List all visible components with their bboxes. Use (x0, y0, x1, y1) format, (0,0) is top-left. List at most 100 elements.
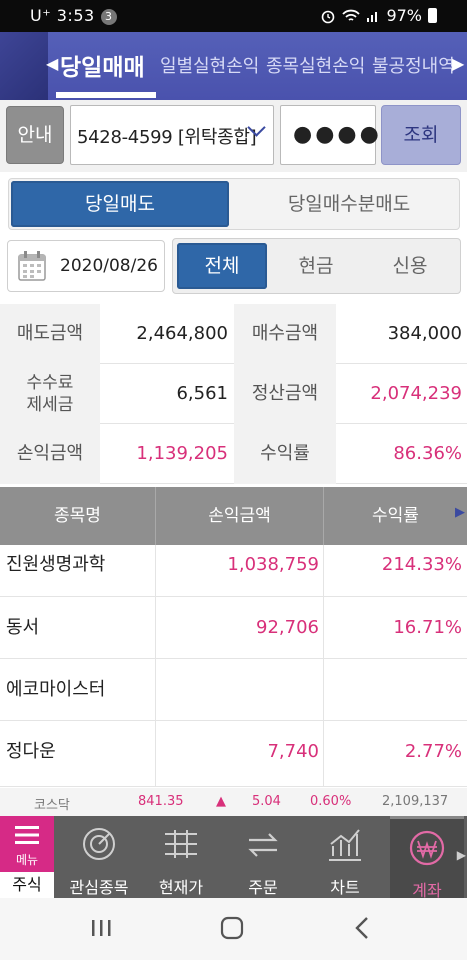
battery-percent: 97% (386, 6, 422, 25)
tab-stock-realized-pl[interactable]: 종목실현손익 (266, 56, 366, 77)
nav-right-arrow-icon[interactable]: ▶ (452, 54, 465, 73)
ticker-volume: 2,109,137 (382, 794, 449, 809)
date-picker[interactable]: 2020/08/26 (7, 240, 165, 292)
ticker-change-pct: 0.60% (310, 794, 352, 809)
stock-pl: 7,740 (267, 741, 319, 762)
clock: 3:53 (56, 6, 95, 25)
settlement-label: 정산금액 (234, 364, 336, 424)
tab-label: 차트 (330, 878, 360, 897)
tab-watchlist[interactable]: 관심종목 (66, 816, 132, 898)
table-row[interactable]: 정다운 7,740 2.77% (0, 721, 467, 787)
stock-pl: 92,706 (256, 617, 319, 638)
fee-tax-value: 6,561 (176, 383, 228, 404)
return-rate-value: 86.36% (393, 443, 462, 464)
tab-unfair-trading[interactable]: 불공정내역 (372, 56, 455, 77)
signal-icon (367, 11, 378, 22)
back-icon[interactable] (354, 916, 370, 940)
tabbar-more-icon[interactable]: ▶ (456, 848, 466, 862)
nav-corner-decoration (0, 32, 48, 100)
table-row[interactable]: 진원생명과학 1,038,759 214.33% (0, 545, 467, 597)
tab-same-day-trading[interactable]: 당일매매 (60, 55, 145, 81)
system-nav-bar (0, 898, 467, 960)
return-rate-label: 수익률 (234, 424, 336, 484)
stock-rate: 16.71% (393, 617, 462, 638)
tab-chart[interactable]: 차트 (312, 816, 378, 898)
table-header: 종목명 손익금액 수익률 ▶ (0, 487, 467, 545)
stock-pl (156, 659, 319, 721)
swap-arrows-icon (248, 833, 278, 857)
chart-icon (329, 829, 361, 861)
won-icon (409, 830, 445, 866)
sell-amount-label: 매도금액 (0, 304, 100, 364)
stock-name: 에코마이스터 (6, 679, 106, 700)
scroll-right-icon[interactable]: ▶ (455, 505, 465, 520)
tab-label: 현재가 (158, 878, 204, 897)
stock-name: 정다운 (6, 741, 56, 762)
col-header-stock-name[interactable]: 종목명 (0, 487, 156, 545)
stock-rate: 214.33% (381, 554, 462, 575)
ticker-change: 5.04 (252, 794, 281, 809)
home-icon[interactable] (220, 916, 244, 940)
account-number: 5428-4599 [위탁종합] (77, 127, 257, 148)
settlement-value: 2,074,239 (370, 383, 462, 404)
top-tab-nav: ◀ 당일매매 일별실현손익 종목실현손익 불공정내역 ▶ (0, 32, 467, 100)
stock-name: 동서 (6, 617, 40, 638)
pl-amount-value: 1,139,205 (136, 443, 228, 464)
target-icon (83, 828, 115, 860)
stock-rate: 2.77% (404, 741, 462, 762)
segment-credit[interactable]: 신용 (392, 255, 428, 277)
tab-current-price[interactable]: 현재가 (148, 816, 214, 898)
fee-tax-label: 수수료 제세금 (0, 364, 100, 424)
segment-all[interactable]: 전체 (177, 243, 267, 289)
summary-row-1: 매도금액 2,464,800 매수금액 384,000 (0, 304, 467, 364)
query-button[interactable]: 조회 (381, 105, 461, 165)
ticker-index-value: 841.35 (138, 794, 184, 809)
summary-row-2: 수수료 제세금 6,561 정산금액 2,074,239 (0, 364, 467, 424)
tax-label: 제세금 (26, 395, 74, 415)
date-value: 2020/08/26 (60, 256, 158, 276)
table-row[interactable]: 에코마이스터 (0, 659, 467, 721)
nav-left-arrow-icon[interactable]: ◀ (46, 54, 59, 73)
battery-icon (428, 8, 437, 23)
price-lines-icon (165, 830, 197, 858)
pl-amount-label: 손익금액 (0, 424, 100, 484)
active-tab-indicator (56, 92, 156, 98)
account-type-segment: 전체 현금 신용 (172, 238, 461, 294)
col-header-pl-amount[interactable]: 손익금액 (156, 487, 324, 545)
stock-category-button[interactable]: 주식 (0, 872, 54, 898)
menu-button[interactable]: 메뉴 (0, 816, 54, 872)
tab-label: 계좌 (412, 881, 442, 900)
recent-apps-icon[interactable] (90, 918, 112, 938)
col-header-return-rate[interactable]: 수익률 (372, 506, 419, 526)
buy-amount-label: 매수금액 (234, 304, 336, 364)
stock-rate (324, 659, 462, 721)
buy-amount-value: 384,000 (387, 323, 462, 344)
ticker-index-name: 코스닥 (34, 798, 70, 813)
menu-label: 메뉴 (15, 853, 39, 867)
tab-order[interactable]: 주문 (230, 816, 296, 898)
tab-daily-realized-pl[interactable]: 일별실현손익 (160, 56, 260, 77)
tab-label: 관심종목 (69, 878, 129, 897)
wifi-icon (342, 9, 361, 21)
tab-label: 주문 (248, 878, 278, 897)
sell-amount-value: 2,464,800 (136, 323, 228, 344)
password-mask: ●●●● (293, 122, 382, 147)
status-bar: U⁺ 3:53 3 97% (0, 0, 467, 32)
hamburger-menu-icon (15, 826, 39, 844)
summary-row-3: 손익금액 1,139,205 수익률 86.36% (0, 424, 467, 484)
table-row[interactable]: 동서 92,706 16.71% (0, 597, 467, 659)
tab-account[interactable]: 계좌 (390, 816, 464, 900)
alarm-icon (322, 10, 335, 23)
bottom-tab-bar: 메뉴 주식 관심종목 현재가 주문 차트 계좌 ▶ (0, 816, 467, 900)
segment-cash[interactable]: 현금 (298, 255, 334, 277)
stock-pl: 1,038,759 (227, 554, 319, 575)
guide-button[interactable]: 안내 (6, 106, 64, 164)
carrier-label: U⁺ (30, 6, 52, 25)
sell-type-segment: 당일매도 당일매수분매도 (8, 178, 460, 230)
segment-same-day-buy-sell[interactable]: 당일매수분매도 (287, 193, 411, 215)
index-ticker[interactable]: 코스닥 841.35 ▲ 5.04 0.60% 2,109,137 (0, 788, 467, 816)
segment-same-day-sell[interactable]: 당일매도 (11, 181, 229, 227)
password-field[interactable]: ●●●● (280, 105, 379, 165)
account-select[interactable]: 5428-4599 [위탁종합] (70, 105, 274, 165)
fee-label: 수수료 (26, 373, 74, 393)
